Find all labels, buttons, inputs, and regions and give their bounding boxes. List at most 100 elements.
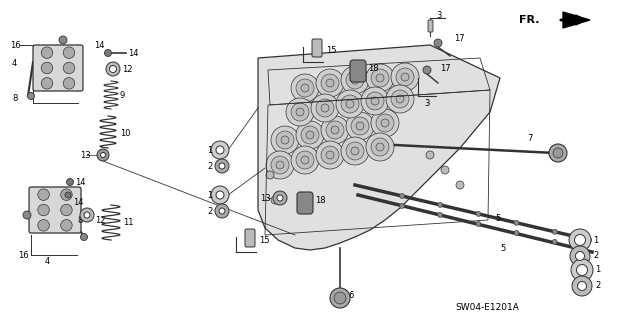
Circle shape	[84, 212, 90, 218]
Circle shape	[63, 62, 75, 74]
Circle shape	[553, 148, 563, 158]
Text: 2: 2	[207, 162, 212, 171]
Circle shape	[346, 71, 364, 89]
Text: 3: 3	[424, 99, 430, 108]
Text: 1: 1	[207, 190, 212, 199]
Text: 11: 11	[123, 218, 133, 227]
Circle shape	[316, 141, 344, 169]
Circle shape	[41, 47, 53, 59]
Circle shape	[351, 147, 359, 155]
Text: 8: 8	[77, 215, 82, 225]
Circle shape	[311, 94, 339, 122]
Circle shape	[321, 104, 329, 112]
Circle shape	[423, 66, 431, 74]
Polygon shape	[258, 45, 500, 250]
Circle shape	[211, 186, 229, 204]
Circle shape	[341, 95, 359, 113]
Circle shape	[291, 74, 319, 102]
Circle shape	[426, 151, 434, 159]
Text: 13: 13	[80, 150, 91, 159]
Circle shape	[219, 208, 225, 214]
Circle shape	[552, 239, 557, 244]
Circle shape	[271, 196, 279, 204]
Circle shape	[571, 259, 593, 281]
Circle shape	[296, 121, 324, 149]
Text: 9: 9	[120, 91, 125, 100]
Circle shape	[514, 220, 519, 225]
Circle shape	[386, 85, 414, 113]
Circle shape	[326, 151, 334, 159]
Circle shape	[371, 97, 379, 105]
Circle shape	[61, 220, 72, 231]
Circle shape	[399, 194, 405, 198]
Circle shape	[301, 126, 319, 144]
Text: 14: 14	[75, 178, 85, 187]
Circle shape	[381, 119, 389, 127]
Circle shape	[306, 131, 314, 139]
Text: 1: 1	[593, 236, 598, 244]
Circle shape	[215, 204, 229, 218]
Text: 14: 14	[128, 49, 138, 58]
FancyBboxPatch shape	[428, 20, 433, 32]
Circle shape	[371, 109, 399, 137]
Text: 3: 3	[436, 11, 441, 20]
Circle shape	[376, 74, 384, 82]
Circle shape	[549, 144, 567, 162]
Text: 12: 12	[122, 65, 132, 74]
FancyBboxPatch shape	[350, 60, 366, 82]
Circle shape	[376, 114, 394, 132]
Circle shape	[296, 151, 314, 169]
Text: SW04-E1201A: SW04-E1201A	[455, 303, 519, 313]
Text: 14: 14	[94, 41, 104, 50]
Text: 6: 6	[348, 291, 353, 300]
Circle shape	[296, 108, 304, 116]
Text: FR.: FR.	[520, 15, 540, 25]
FancyBboxPatch shape	[297, 192, 313, 214]
Circle shape	[271, 156, 289, 174]
Circle shape	[476, 212, 481, 216]
Circle shape	[346, 112, 374, 140]
Circle shape	[434, 39, 442, 47]
Circle shape	[577, 282, 586, 291]
FancyBboxPatch shape	[312, 39, 322, 57]
Text: 5: 5	[495, 213, 500, 222]
Circle shape	[577, 265, 588, 276]
Circle shape	[266, 151, 294, 179]
Circle shape	[301, 84, 309, 92]
Circle shape	[399, 204, 405, 209]
Circle shape	[366, 133, 394, 161]
Circle shape	[301, 156, 309, 164]
Circle shape	[438, 203, 442, 207]
Circle shape	[59, 36, 67, 44]
Circle shape	[65, 192, 71, 198]
Circle shape	[216, 146, 224, 154]
Circle shape	[371, 138, 389, 156]
Circle shape	[514, 230, 519, 235]
Circle shape	[570, 246, 590, 266]
Circle shape	[321, 74, 339, 92]
Circle shape	[341, 137, 369, 165]
Circle shape	[351, 76, 359, 84]
Circle shape	[336, 90, 364, 118]
Circle shape	[334, 292, 346, 304]
Text: 1: 1	[207, 146, 212, 155]
Circle shape	[476, 221, 481, 226]
Circle shape	[27, 92, 35, 100]
Circle shape	[80, 208, 94, 222]
FancyBboxPatch shape	[29, 187, 81, 233]
Circle shape	[296, 79, 314, 97]
Circle shape	[63, 77, 75, 89]
Text: 2: 2	[593, 252, 598, 260]
Circle shape	[330, 288, 350, 308]
Circle shape	[219, 163, 225, 169]
Circle shape	[271, 126, 299, 154]
Circle shape	[361, 87, 389, 115]
Text: 7: 7	[527, 133, 532, 142]
Text: 4: 4	[12, 59, 17, 68]
Circle shape	[63, 47, 75, 59]
Circle shape	[401, 73, 409, 81]
Text: 5: 5	[500, 244, 506, 252]
Text: 17: 17	[454, 34, 465, 43]
Circle shape	[101, 153, 106, 157]
Circle shape	[391, 63, 419, 91]
